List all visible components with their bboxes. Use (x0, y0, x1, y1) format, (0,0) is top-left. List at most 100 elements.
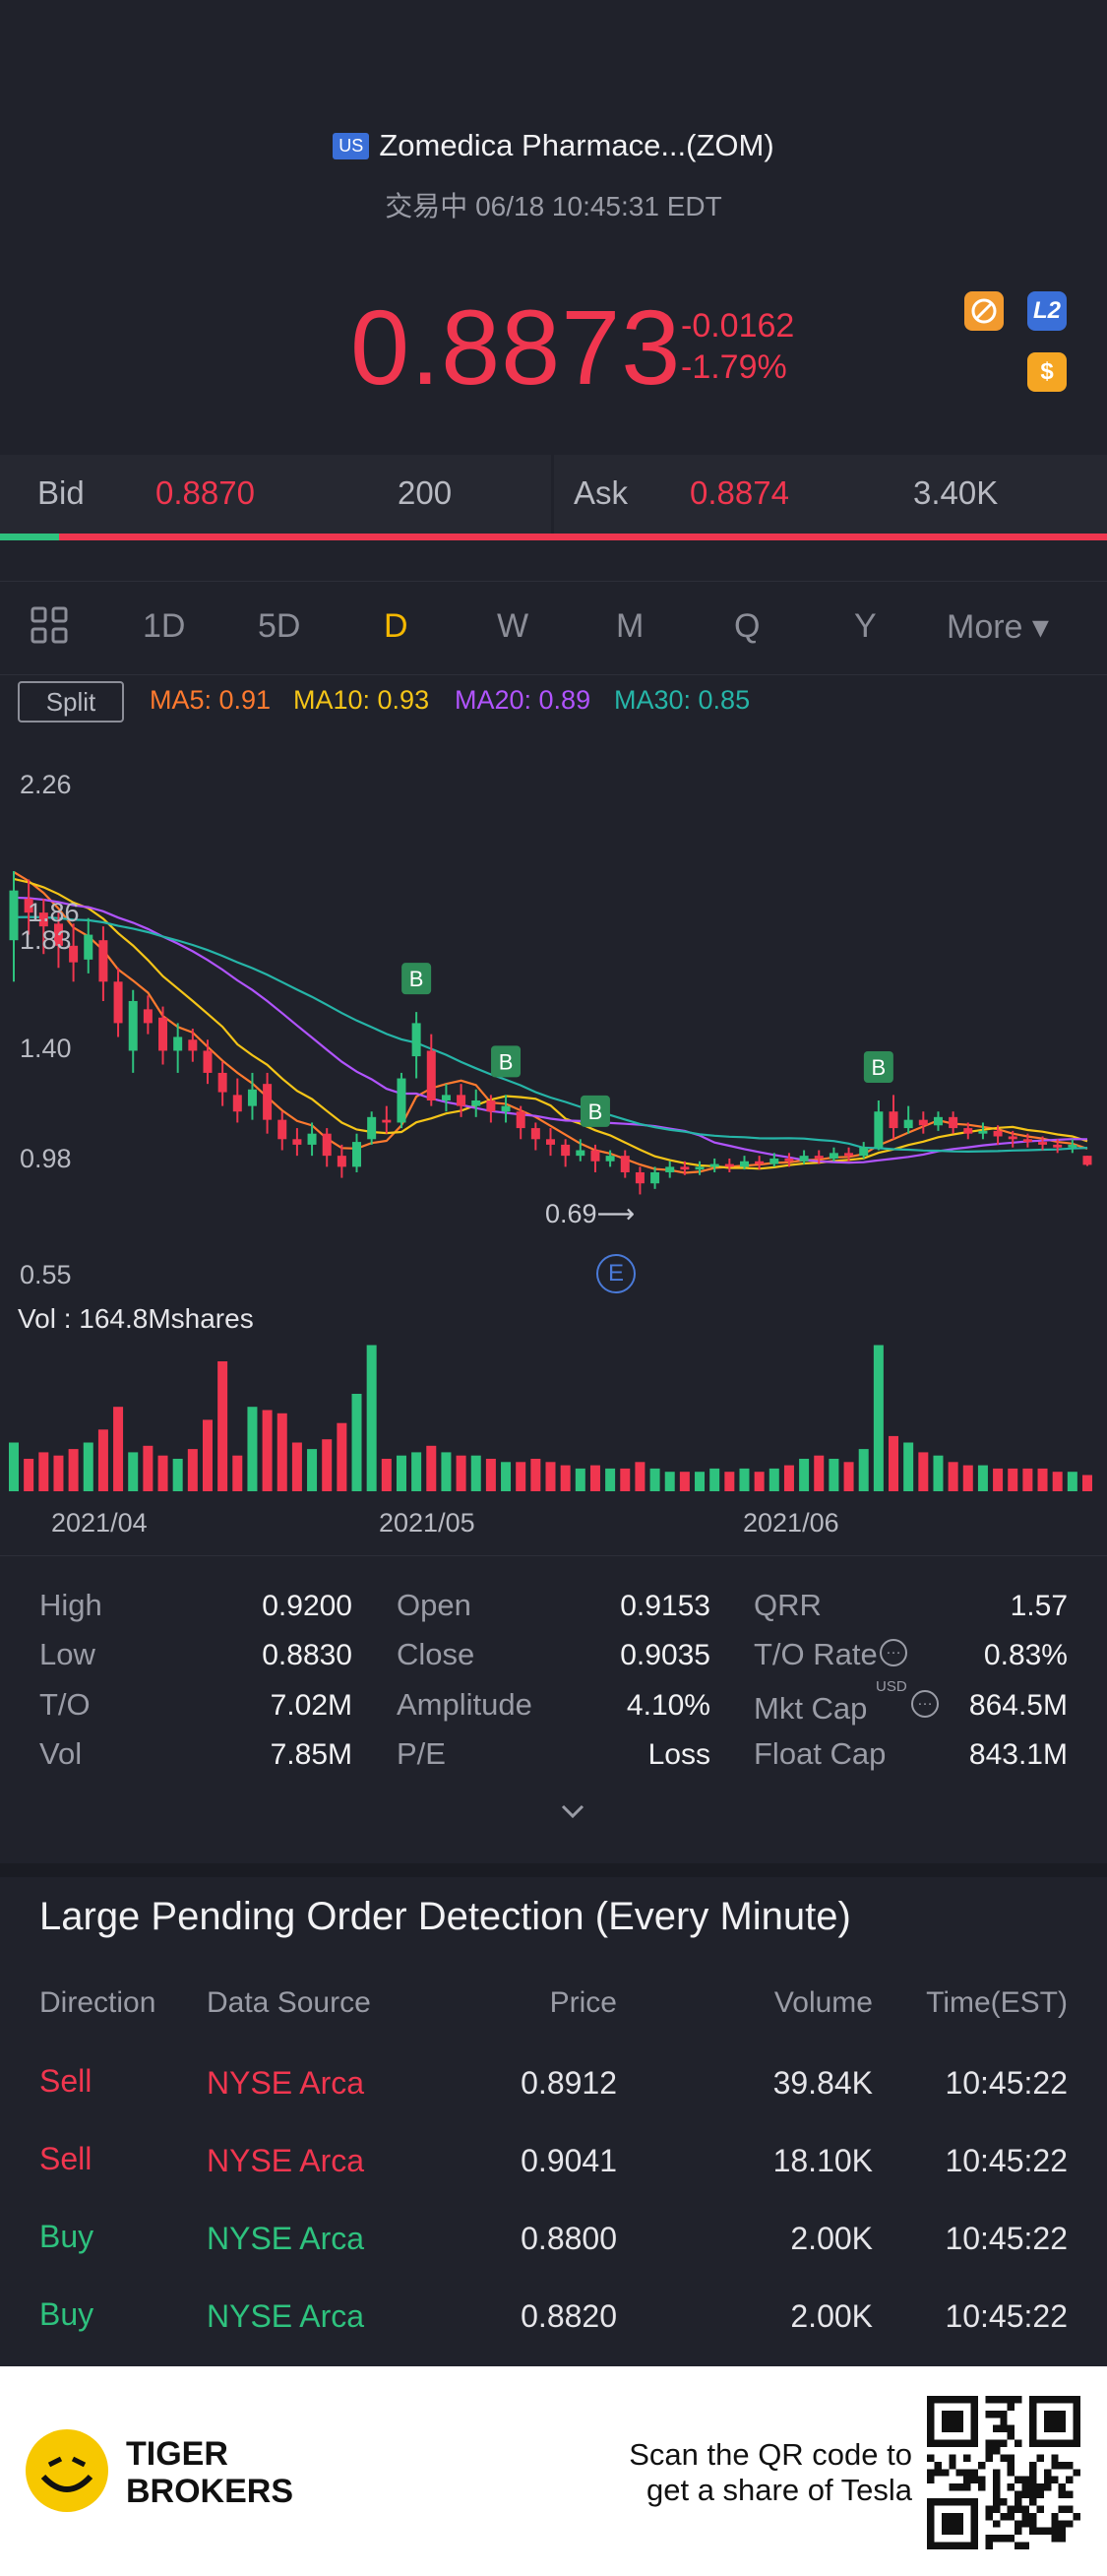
info-icon[interactable]: … (911, 1690, 939, 1718)
candle (84, 934, 93, 960)
candle (844, 1153, 854, 1157)
volume-bar (620, 1468, 631, 1491)
stat-label: Mkt Cap (754, 1691, 868, 1726)
stat-value: 0.9153 (620, 1590, 710, 1622)
candle (695, 1166, 705, 1170)
ask-ratio-bar (59, 534, 1107, 540)
candle (411, 1023, 421, 1057)
tab-week[interactable]: W (497, 607, 529, 645)
volume-bar (873, 1345, 884, 1491)
order-volume: 18.10K (772, 2143, 873, 2178)
ask-price: 0.8874 (690, 474, 789, 511)
candle (322, 1133, 332, 1157)
dollar-icon[interactable]: $ (1027, 352, 1067, 392)
volume-bar (143, 1445, 154, 1491)
volume-bar (829, 1459, 839, 1491)
candle (755, 1161, 765, 1164)
volume-bar (799, 1459, 810, 1491)
volume-bar (501, 1462, 512, 1491)
bid-panel[interactable]: Bid 0.8870 200 (0, 455, 551, 535)
tab-quarter[interactable]: Q (734, 607, 761, 645)
candle (128, 1000, 138, 1051)
candle (1022, 1139, 1032, 1143)
candle (590, 1150, 600, 1162)
candle (665, 1166, 675, 1172)
candle (978, 1130, 988, 1134)
stat-label: Low (39, 1637, 95, 1671)
volume-bar (113, 1407, 124, 1491)
candle (709, 1163, 719, 1167)
info-icon[interactable]: … (880, 1639, 907, 1666)
no-sign-icon[interactable] (964, 291, 1004, 331)
stat-label: T/O Rate (754, 1637, 878, 1671)
volume-bar (128, 1452, 139, 1491)
volume-bar (1082, 1475, 1092, 1491)
volume-label: Vol : 164.8Mshares (18, 1303, 254, 1334)
chevron-down-icon[interactable] (557, 1800, 588, 1827)
order-price: 0.8912 (521, 2065, 617, 2101)
trading-status: 交易中 06/18 10:45:31 EDT (385, 191, 722, 221)
candlestick-chart[interactable]: B B B B (0, 748, 1107, 1516)
split-button[interactable]: Split (18, 681, 124, 723)
y-overlay-label: 1.86 (28, 898, 80, 927)
volume-bar (903, 1442, 914, 1491)
candle (814, 1156, 824, 1159)
stat-label: Open (397, 1588, 471, 1622)
volume-bar (769, 1468, 779, 1491)
candle (217, 1072, 227, 1093)
candle (605, 1156, 615, 1162)
tab-year[interactable]: Y (854, 607, 877, 645)
volume-bar (53, 1455, 64, 1491)
candle (530, 1128, 540, 1140)
volume-bar (560, 1465, 571, 1491)
candle (784, 1158, 794, 1162)
candle (98, 940, 108, 982)
order-direction: Sell (39, 2063, 92, 2099)
candle (918, 1119, 928, 1126)
layout-grid-icon[interactable] (30, 605, 69, 654)
order-time: 10:45:22 (945, 2221, 1068, 2256)
volume-bar (426, 1445, 437, 1491)
bid-label: Bid (37, 474, 85, 511)
level2-icon[interactable]: L2 (1027, 291, 1067, 331)
tab-more[interactable]: More ▾ (947, 608, 1049, 646)
candle (635, 1171, 645, 1184)
stat-value: 0.9200 (262, 1590, 352, 1622)
tab-5d[interactable]: 5D (258, 607, 301, 645)
buy-marker (401, 963, 432, 995)
earnings-event-icon[interactable]: E (596, 1254, 636, 1293)
ask-panel[interactable]: Ask 0.8874 3.40K (554, 455, 1107, 535)
y-tick-label: 2.26 (20, 770, 72, 799)
volume-bar (291, 1442, 302, 1491)
ma10-line (13, 877, 1088, 1170)
order-price: 0.9041 (521, 2143, 617, 2178)
ma5-value: MA5: 0.91 (150, 685, 272, 715)
tab-month[interactable]: M (616, 607, 645, 645)
candle (963, 1128, 973, 1134)
stock-title: US Zomedica Pharmace...(ZOM) (0, 128, 1107, 163)
stat-value: 0.9035 (620, 1639, 710, 1671)
candle (546, 1139, 555, 1145)
stat-value: 843.1M (968, 1738, 1068, 1771)
order-time: 10:45:22 (945, 2065, 1068, 2101)
candle (724, 1163, 734, 1167)
candle (113, 981, 123, 1024)
volume-bar (918, 1452, 929, 1491)
volume-bar (993, 1468, 1004, 1491)
y-tick-label: 1.83 (20, 925, 72, 955)
tab-day[interactable]: D (384, 607, 408, 645)
ask-label: Ask (574, 474, 629, 511)
buy-marker (491, 1045, 522, 1078)
col-header-direction: Direction (39, 1986, 156, 2019)
volume-bar (575, 1468, 585, 1491)
candle (889, 1111, 898, 1129)
candle (397, 1078, 406, 1123)
promo-text-line2: get a share of Tesla (646, 2473, 912, 2507)
tab-1d[interactable]: 1D (143, 607, 186, 645)
volume-bar (649, 1468, 660, 1491)
candle (486, 1100, 496, 1112)
x-tick-label: 2021/04 (51, 1508, 148, 1538)
order-volume: 2.00K (790, 2298, 873, 2334)
stat-value: 4.10% (626, 1689, 710, 1722)
ma30-value: MA30: 0.85 (614, 685, 751, 715)
